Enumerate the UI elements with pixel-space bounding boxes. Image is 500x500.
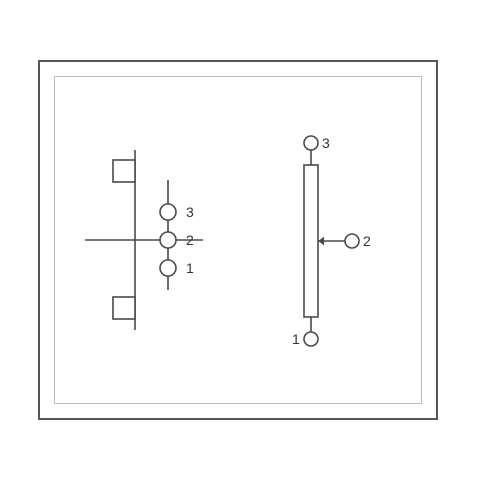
right-terminal-3-label: 3 (322, 136, 330, 150)
right-terminal-1-label: 1 (292, 332, 300, 346)
left-terminal-2-label: 2 (186, 233, 194, 247)
right-terminal-2-label: 2 (363, 234, 371, 248)
diagram-svg (0, 0, 500, 500)
left-terminal-3-label: 3 (186, 205, 194, 219)
left-terminal-1-label: 1 (186, 261, 194, 275)
